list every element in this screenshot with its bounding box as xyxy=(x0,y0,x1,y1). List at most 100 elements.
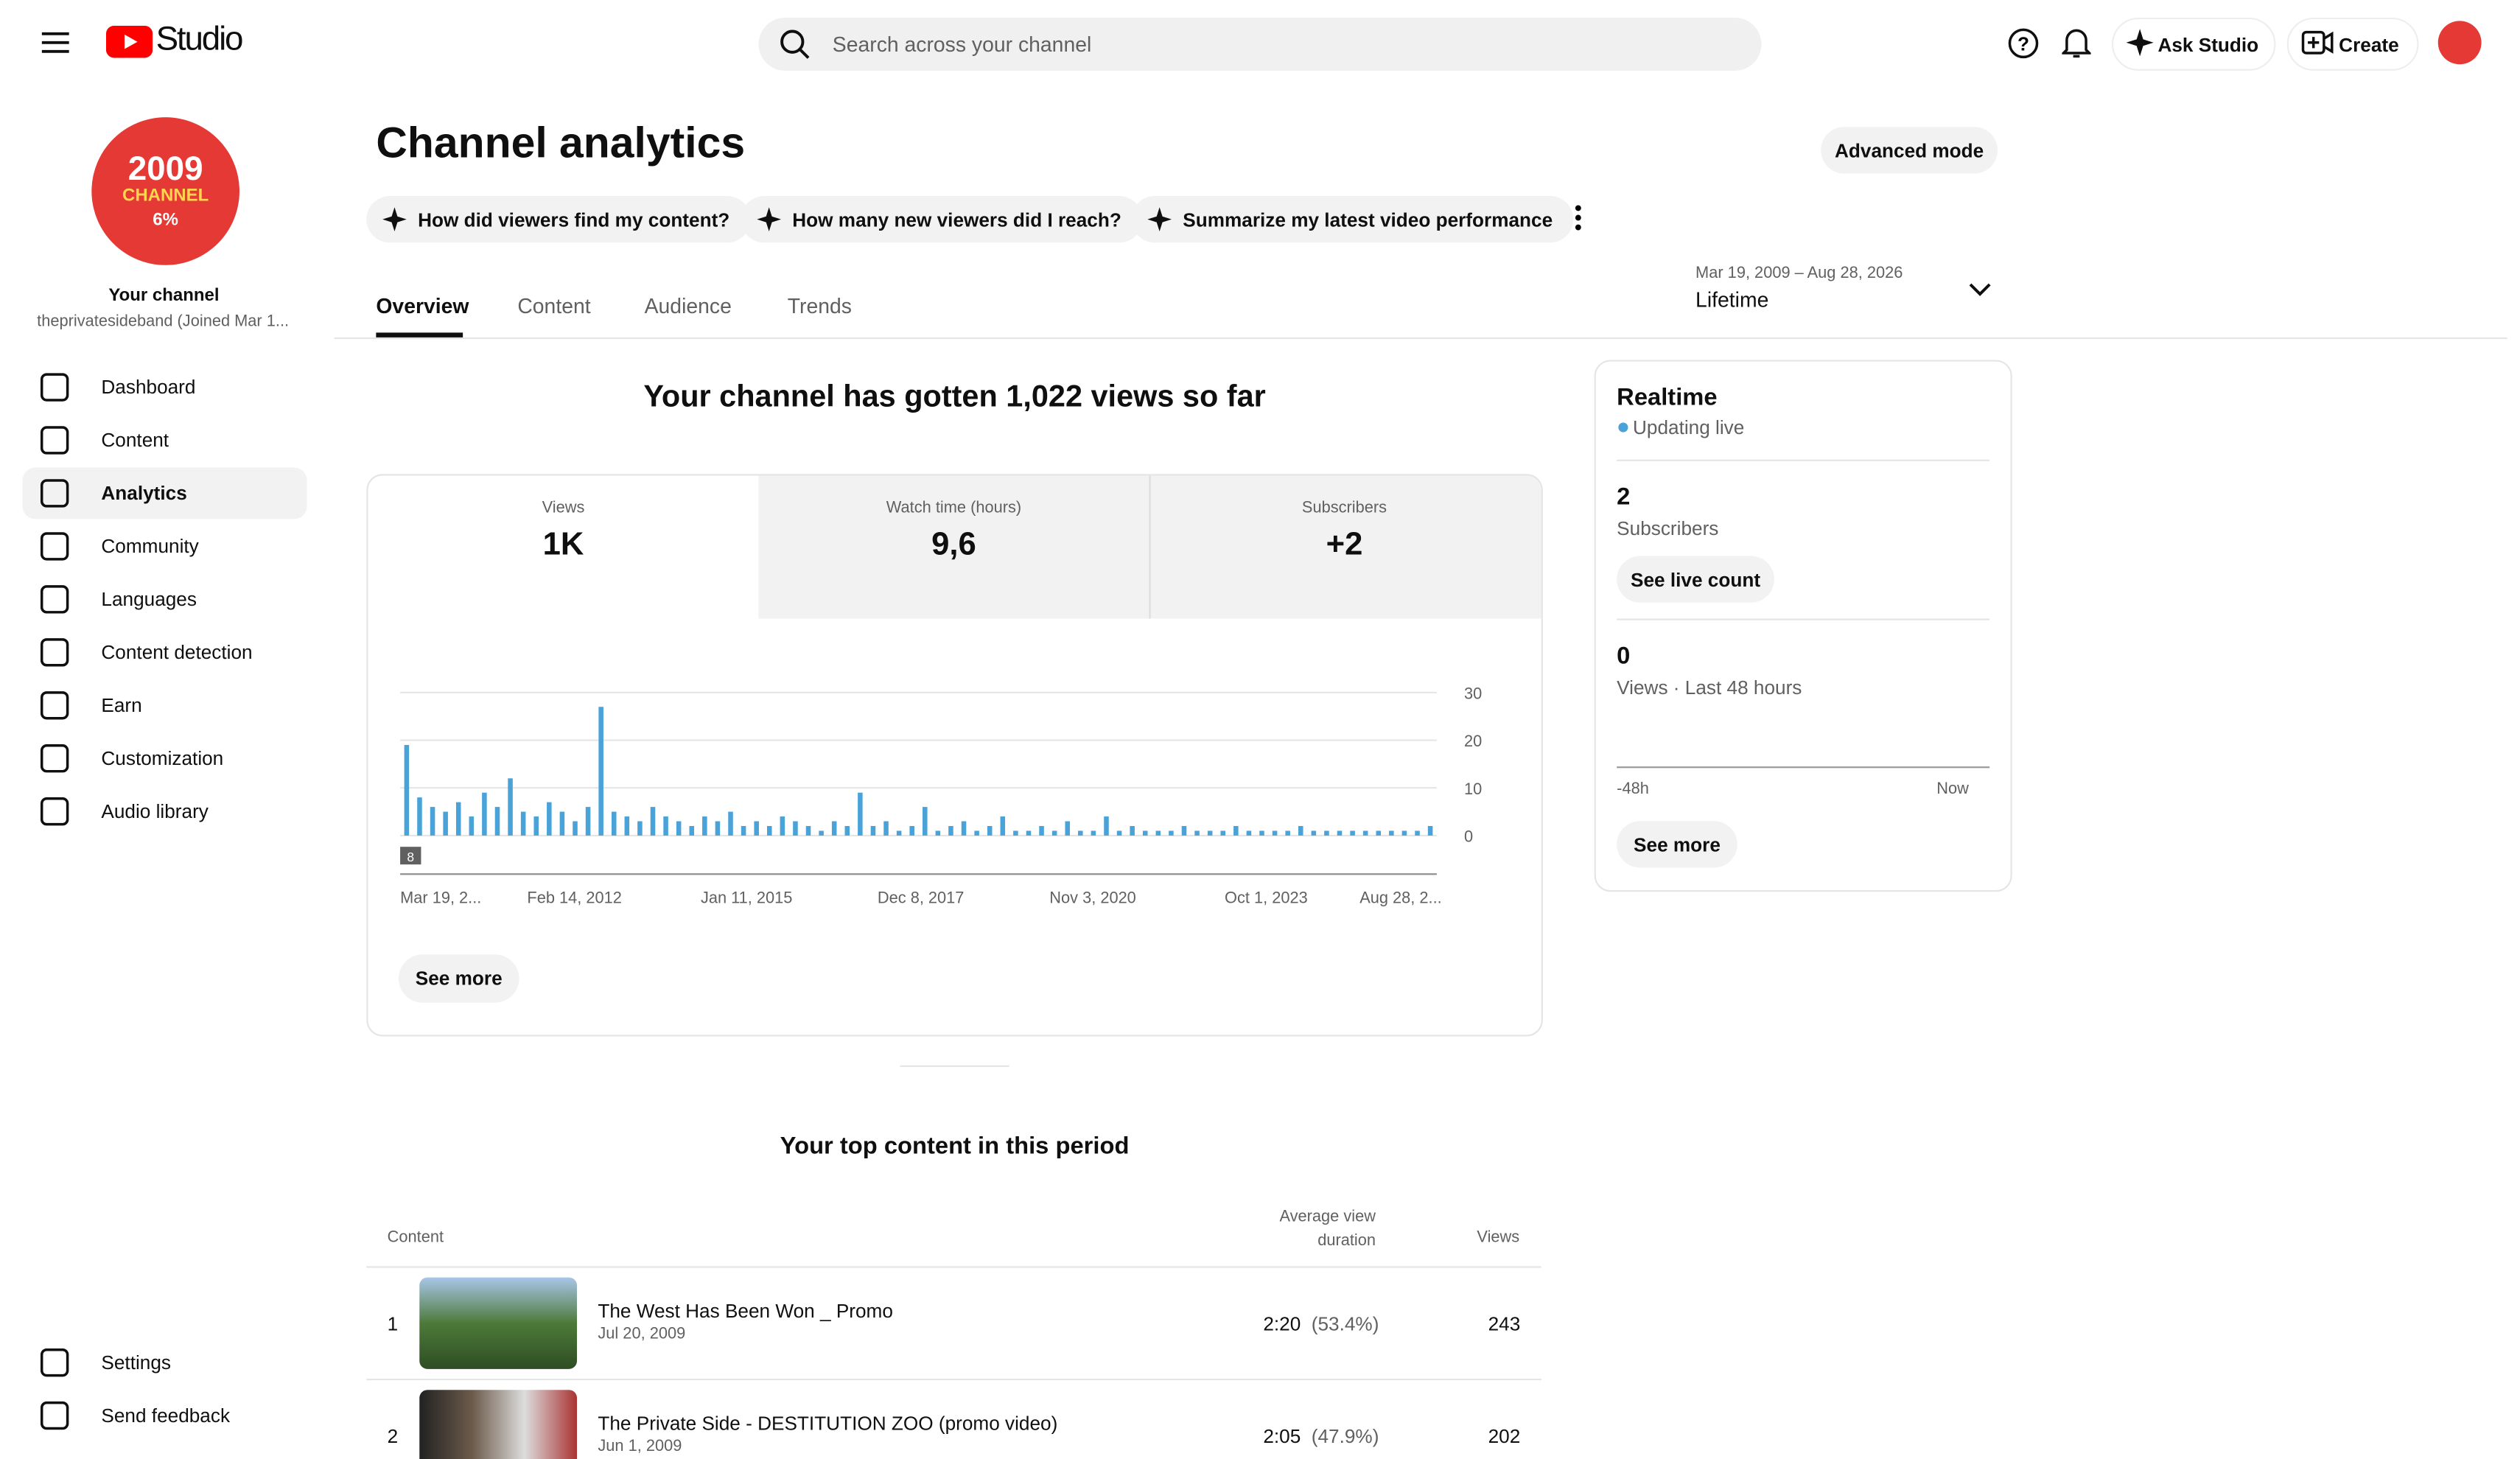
x-tick-label: Dec 8, 2017 xyxy=(878,888,965,906)
bar xyxy=(1039,825,1044,836)
rect-shape xyxy=(2301,30,2325,55)
thumbnail[interactable] xyxy=(419,1390,578,1459)
rect-shape xyxy=(40,426,69,455)
metric-divider xyxy=(1149,475,1151,619)
nav-item[interactable]: Customization xyxy=(23,732,307,784)
bar xyxy=(1337,830,1343,836)
mini-end: Now xyxy=(1936,780,1969,799)
advanced-mode-button[interactable]: Advanced mode xyxy=(1821,127,1998,174)
channel-avatar[interactable]: 2009 CHANNEL 6% xyxy=(91,117,239,265)
bar xyxy=(1259,830,1264,836)
chip[interactable]: How did viewers find my content? xyxy=(366,196,751,243)
y-tick-label: 0 xyxy=(1464,828,1473,846)
search-box[interactable]: Search across your channel xyxy=(758,17,1762,71)
subscriber-label: Subscribers xyxy=(1617,517,1719,540)
metric-label[interactable]: Watch time (hours) xyxy=(886,500,1022,518)
nav-icon xyxy=(40,744,69,773)
divider xyxy=(900,1065,1009,1067)
bell-icon[interactable] xyxy=(2062,27,2091,60)
thumbnail[interactable] xyxy=(419,1277,578,1369)
bar xyxy=(728,811,733,836)
nav-item[interactable]: Languages xyxy=(23,573,307,625)
rect-shape xyxy=(40,479,69,508)
nav-label: Settings xyxy=(101,1351,171,1374)
rect-shape xyxy=(40,744,69,773)
x-tick-label: Jan 11, 2015 xyxy=(701,888,792,906)
avatar-word: CHANNEL xyxy=(122,186,209,206)
metric-label[interactable]: Views xyxy=(542,500,585,518)
chip[interactable]: Summarize my latest video performance xyxy=(1131,196,1574,243)
nav-item[interactable]: Send feedback xyxy=(23,1390,307,1441)
nav-item[interactable]: Analytics xyxy=(22,467,307,519)
divider xyxy=(334,337,2507,340)
nav-icon xyxy=(40,585,69,614)
y-tick-label: 10 xyxy=(1464,780,1482,798)
metric-value[interactable]: 1K xyxy=(542,527,584,563)
more-icon[interactable] xyxy=(1573,204,1583,231)
annotation: 8 xyxy=(407,850,414,864)
nav-item[interactable]: Dashboard xyxy=(23,362,307,413)
account-avatar[interactable] xyxy=(2437,21,2482,65)
bar xyxy=(533,816,539,836)
nav-label: Earn xyxy=(101,694,142,717)
bar xyxy=(844,825,850,836)
bar xyxy=(624,816,630,836)
chip[interactable]: How many new viewers did I reach? xyxy=(741,196,1143,243)
nav-icon xyxy=(40,479,69,508)
see-more-button[interactable]: See more xyxy=(398,954,519,1003)
video-title[interactable]: The West Has Been Won _ Promo xyxy=(598,1300,893,1323)
bar xyxy=(559,811,565,836)
channel-label: Your channel xyxy=(108,286,220,306)
circle-shape xyxy=(1575,205,1581,211)
nav-label: Content detection xyxy=(101,641,253,664)
youtube-logo[interactable] xyxy=(105,25,153,58)
row-divider xyxy=(366,1378,1541,1381)
x-tick-label: Nov 3, 2020 xyxy=(1049,888,1136,906)
bar xyxy=(896,830,902,836)
bar xyxy=(1116,830,1122,836)
tab[interactable]: Content xyxy=(517,294,591,318)
bar xyxy=(715,821,721,836)
create-button[interactable]: Create xyxy=(2286,17,2419,71)
bar xyxy=(987,825,993,836)
bar xyxy=(1272,830,1278,836)
page-title: Channel analytics xyxy=(376,119,746,167)
bar xyxy=(1233,825,1239,836)
bar xyxy=(598,707,603,836)
help-icon[interactable]: ? xyxy=(2007,27,2040,60)
column-header: Average view duration xyxy=(1279,1208,1376,1250)
views-count: 0 xyxy=(1617,643,1631,671)
nav-item[interactable]: Earn xyxy=(23,679,307,731)
nav-item[interactable]: Content xyxy=(23,415,307,466)
tab[interactable]: Trends xyxy=(787,294,852,318)
bar xyxy=(858,792,863,836)
column-header: Views xyxy=(1477,1229,1520,1248)
nav-icon xyxy=(40,638,69,667)
bar xyxy=(469,816,475,836)
metric-value[interactable]: +2 xyxy=(1326,527,1363,563)
dropdown-icon[interactable] xyxy=(1969,283,1992,298)
nav-item[interactable]: Content detection xyxy=(23,626,307,678)
nav-item[interactable]: Settings xyxy=(23,1337,307,1388)
see-more-button[interactable]: See more xyxy=(1617,821,1737,868)
bar xyxy=(974,830,979,836)
bar xyxy=(741,825,746,836)
metric-value[interactable]: 9,6 xyxy=(931,527,976,563)
bar xyxy=(637,821,643,836)
metric-label[interactable]: Subscribers xyxy=(1301,500,1387,518)
tab-underline xyxy=(376,332,463,337)
path-shape xyxy=(1969,283,1991,296)
divider xyxy=(1617,618,1990,620)
tab[interactable]: Audience xyxy=(644,294,732,318)
nav-label: Send feedback xyxy=(101,1404,231,1427)
bar xyxy=(870,825,876,836)
see-live-count-button[interactable]: See live count xyxy=(1617,556,1774,603)
menu-icon[interactable] xyxy=(41,30,69,55)
nav-item[interactable]: Community xyxy=(23,521,307,573)
period[interactable]: Lifetime xyxy=(1695,287,1769,312)
video-title[interactable]: The Private Side - DESTITUTION ZOO (prom… xyxy=(598,1412,1058,1435)
tab[interactable]: Overview xyxy=(376,294,469,318)
bar xyxy=(1065,821,1070,836)
bar xyxy=(1401,830,1407,836)
nav-item[interactable]: Audio library xyxy=(23,786,307,837)
